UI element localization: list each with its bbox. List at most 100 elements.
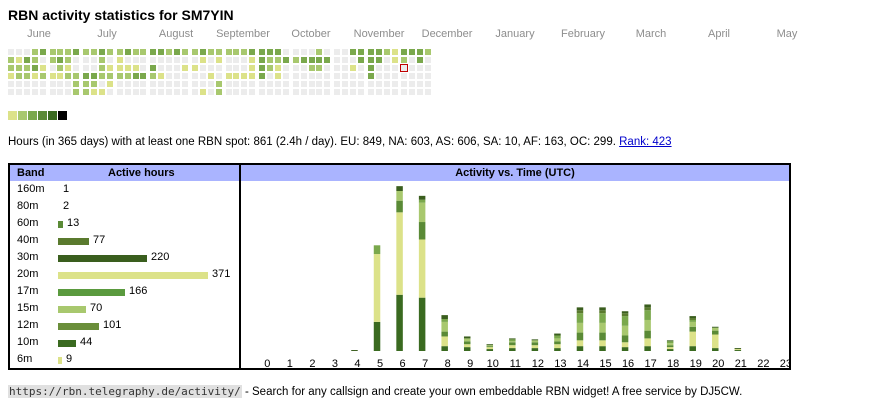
x-tick-label: 7: [422, 358, 428, 368]
heatmap-cell: [215, 65, 222, 71]
heatmap-cell: [391, 57, 398, 63]
heatmap-cell: [300, 73, 307, 79]
chart-bar-segment: [712, 348, 719, 351]
heatmap-cell: [73, 65, 80, 71]
heatmap-cell: [39, 57, 46, 63]
heatmap-cell: [116, 73, 123, 79]
chart-bar-segment: [666, 347, 674, 350]
heatmap-cell: [39, 65, 46, 71]
heatmap-cell: [166, 57, 173, 63]
month-label: April: [707, 28, 731, 40]
band-name: 17m: [17, 285, 39, 297]
month-label: September: [216, 28, 270, 40]
heatmap-cell: [342, 89, 349, 95]
band-row: 15m 70: [10, 301, 239, 318]
heatmap-cell: [357, 57, 364, 63]
heatmap-cell: [391, 73, 398, 79]
heatmap-cell: [8, 57, 14, 63]
x-tick-label: 3: [332, 358, 338, 368]
band-column-header: Band: [17, 167, 45, 179]
footer-text: - Search for any callsign and create you…: [241, 386, 743, 398]
heatmap-cell: [116, 57, 123, 63]
heatmap-cell: [98, 57, 105, 63]
heatmap-cell: [267, 49, 274, 55]
heatmap-cell: [116, 89, 123, 95]
chart-bar-segment: [689, 326, 696, 332]
heatmap-cell: [241, 81, 248, 87]
heatmap-cell: [132, 65, 139, 71]
heatmap-cell: [57, 49, 64, 55]
heatmap-cell: [57, 73, 64, 79]
heatmap-cell: [417, 65, 424, 71]
chart-bar-segment: [689, 318, 696, 320]
heatmap-cell: [249, 73, 256, 79]
chart-bar-segment: [689, 331, 696, 347]
heatmap-cell: [409, 89, 416, 95]
x-tick-label: 4: [354, 358, 360, 368]
heatmap-cell: [274, 49, 281, 55]
heatmap-cell: [401, 73, 408, 79]
heatmap-cell: [225, 89, 232, 95]
heatmap-cell: [57, 57, 64, 63]
rank-link[interactable]: Rank: 423: [619, 136, 672, 148]
heatmap-cell: [207, 73, 214, 79]
band-row: 80m 2: [10, 199, 239, 216]
month-label: July: [97, 28, 117, 40]
heatmap-cell: [425, 57, 432, 63]
heatmap-cell: [401, 49, 408, 55]
chart-bar-segment: [463, 338, 471, 342]
heatmap-cell: [225, 73, 232, 79]
band-hours-value: 13: [67, 217, 80, 229]
heatmap-cell: [274, 89, 281, 95]
chart-bar-segment: [441, 319, 448, 322]
heatmap-cell: [158, 65, 165, 71]
band-hours-value: 371: [212, 268, 231, 280]
heatmap-cell: [233, 57, 240, 63]
heatmap-cell: [282, 65, 289, 71]
heatmap-cell: [225, 57, 232, 63]
heatmap-cell: [83, 81, 90, 87]
heatmap-cell: [409, 65, 416, 71]
band-name: 40m: [17, 234, 39, 246]
heatmap-cell: [300, 65, 307, 71]
heatmap-cell: [91, 89, 98, 95]
x-tick-label: 6: [400, 358, 406, 368]
heatmap-cell: [334, 65, 341, 71]
heatmap-cell: [83, 89, 90, 95]
heatmap-cell: [166, 73, 173, 79]
x-tick-label: 22: [757, 358, 769, 368]
heatmap-cell: [259, 73, 266, 79]
heatmap-cell: [282, 89, 289, 95]
chart-bar-segment: [644, 307, 651, 311]
band-hours-bar: [58, 255, 147, 262]
heatmap-cell: [23, 65, 30, 71]
legend-swatch: [8, 111, 17, 120]
heatmap-cell: [8, 73, 14, 79]
heatmap-cell: [259, 81, 266, 87]
heatmap-cell: [400, 64, 409, 72]
heatmap-cell: [350, 65, 357, 71]
heatmap-cell: [191, 73, 198, 79]
band-row: 10m 44: [10, 335, 239, 352]
heatmap-cell: [181, 81, 188, 87]
chart-bar-segment: [599, 313, 606, 323]
footer-url[interactable]: https://rbn.telegraphy.de/activity/: [8, 385, 242, 398]
heatmap-cell: [391, 89, 398, 95]
chart-bar-segment: [554, 341, 561, 345]
heatmap-cell: [233, 73, 240, 79]
chart-bar-segment: [373, 254, 381, 322]
heatmap-cell: [375, 73, 382, 79]
band-name: 30m: [17, 251, 39, 263]
heatmap-cell: [31, 57, 38, 63]
month-labels: June July August September October Novem…: [0, 28, 870, 42]
heatmap-cell: [316, 65, 323, 71]
band-row: 6m 9: [10, 352, 239, 369]
heatmap-cell: [417, 49, 424, 55]
band-name: 80m: [17, 200, 39, 212]
chart-bar-segment: [554, 335, 561, 339]
band-hours-bar: [58, 221, 63, 228]
heatmap-cell: [191, 49, 198, 55]
heatmap-cell: [292, 81, 299, 87]
chart-bar-segment: [576, 307, 584, 311]
heatmap-cell: [181, 49, 188, 55]
